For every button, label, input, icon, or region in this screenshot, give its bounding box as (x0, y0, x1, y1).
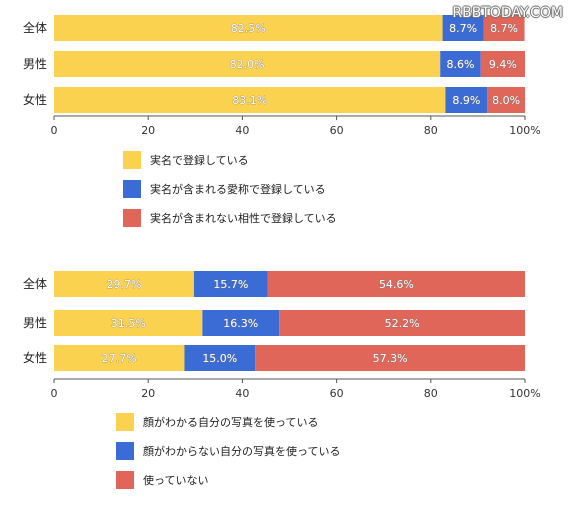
chart-1-x-tick-label: 20 (141, 124, 155, 137)
chart-1-x-tick-label: 100% (509, 124, 540, 137)
chart-1-x-tick-label: 80 (424, 124, 438, 137)
chart-2-x-tick-label: 100% (509, 387, 540, 400)
chart-1-bar-segment (480, 51, 525, 77)
chart-2-bar-segment (54, 345, 185, 371)
chart-1-bar-segment (483, 15, 525, 41)
chart-2-legend-label: 使っていない (143, 474, 208, 487)
chart-2-category-label: 全体 (23, 276, 47, 291)
chart-2-legend-label: 顔がわからない自分の写真を使っている (143, 444, 340, 458)
chart-1-bar-segment (445, 87, 488, 113)
chart-2-data-label: 54.6% (379, 278, 414, 291)
chart-2-data-label: 15.7% (213, 278, 248, 291)
chart-2-bar-segment (255, 345, 525, 371)
chart-2-legend-label: 顔がわかる自分の写真を使っている (143, 415, 318, 429)
chart-2-category-label: 男性 (23, 316, 47, 330)
chart-1-legend-swatch (123, 180, 141, 198)
chart-2-bar-segment (267, 271, 525, 297)
chart-1-x-tick-label: 40 (235, 124, 249, 137)
chart-2-legend-swatch (116, 413, 134, 431)
chart-2-x-tick-label: 60 (330, 387, 344, 400)
chart-1-bar-segment (442, 15, 484, 41)
chart-2-bar-segment (54, 310, 203, 336)
chart-1-bar-segment (54, 15, 443, 41)
chart-2-data-label: 52.2% (385, 317, 420, 330)
chart-1-data-label: 82.5% (231, 22, 266, 35)
chart-1-legend-label: 実名が含まれない相性で登録している (150, 211, 337, 225)
chart-2-x-tick-label: 20 (141, 387, 155, 400)
chart-1-data-label: 82.0% (230, 58, 265, 71)
chart-2-data-label: 27.7% (102, 352, 137, 365)
chart-2-x-tick-label: 0 (51, 387, 58, 400)
chart-1-data-label: 83.1% (232, 94, 267, 107)
chart-2-bar-segment (54, 271, 194, 297)
chart-1-bar-segment (487, 87, 525, 113)
chart-1-x-tick-label: 0 (51, 124, 58, 137)
chart-1-x-tick-label: 60 (330, 124, 344, 137)
site-watermark: RBBTODAY.COM (452, 5, 563, 21)
chart-1-category-label: 全体 (23, 20, 47, 35)
chart-2-category-label: 女性 (23, 350, 47, 365)
chart-1-bar-segment (54, 87, 446, 113)
chart-1-bar-segment (54, 51, 441, 77)
chart-1-data-label: 8.0% (492, 94, 520, 107)
chart-1-category-label: 男性 (23, 57, 47, 71)
chart-2-bar-segment (193, 271, 268, 297)
chart-2-data-label: 57.3% (373, 352, 408, 365)
chart-2-data-label: 31.5% (111, 317, 146, 330)
chart-2-data-label: 16.3% (223, 317, 258, 330)
chart-2-bar-segment (202, 310, 280, 336)
chart-2-data-label: 29.7% (106, 278, 141, 291)
chart-2-bar-segment (184, 345, 256, 371)
chart-1-legend-label: 実名が含まれる愛称で登録している (150, 182, 326, 196)
chart-1-bar-segment (440, 51, 481, 77)
chart-2-data-label: 15.0% (202, 352, 237, 365)
chart-2-legend-swatch (116, 442, 134, 460)
chart-1-data-label: 8.9% (452, 94, 480, 107)
chart-1-legend-swatch (123, 151, 141, 169)
chart-1-legend-label: 実名で登録している (150, 153, 249, 167)
chart-1-data-label: 9.4% (489, 58, 517, 71)
chart-1-category-label: 女性 (23, 92, 47, 107)
chart-1-data-label: 8.7% (449, 22, 477, 35)
chart-1-legend-swatch (123, 209, 141, 227)
chart-2-x-tick-label: 40 (235, 387, 249, 400)
chart-2-legend-swatch (116, 471, 134, 489)
chart-1-data-label: 8.7% (490, 22, 518, 35)
chart-2-x-tick-label: 80 (424, 387, 438, 400)
chart-2-bar-segment (279, 310, 525, 336)
chart-1-data-label: 8.6% (446, 58, 474, 71)
